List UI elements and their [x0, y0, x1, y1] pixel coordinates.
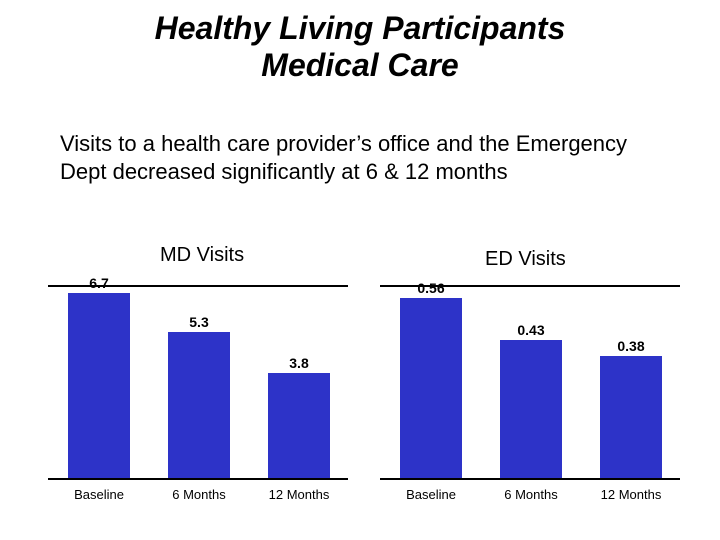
category-label: 12 Months	[254, 487, 344, 502]
chart-title-md: MD Visits	[160, 244, 244, 267]
category-label: 12 Months	[586, 487, 676, 502]
title-line-2: Medical Care	[261, 47, 458, 83]
bar-value-label: 6.7	[68, 275, 130, 291]
bar-value-label: 5.3	[168, 314, 230, 330]
plot-area: 0.56 0.43 0.38	[380, 285, 680, 480]
bar-value-label: 3.8	[268, 355, 330, 371]
md-visits-chart: 6.7 5.3 3.8 Baseline 6 Months 12 Months	[38, 285, 358, 510]
title-line-1: Healthy Living Participants	[155, 10, 566, 46]
slide: Healthy Living Participants Medical Care…	[0, 0, 720, 540]
bar: 0.56	[400, 298, 462, 478]
bar: 5.3	[168, 332, 230, 478]
category-label: 6 Months	[154, 487, 244, 502]
bar: 0.38	[600, 356, 662, 478]
slide-title: Healthy Living Participants Medical Care	[0, 10, 720, 84]
bar-value-label: 0.43	[500, 322, 562, 338]
bar-value-label: 0.56	[400, 280, 462, 296]
chart-title-ed: ED Visits	[485, 248, 566, 271]
ed-visits-chart: 0.56 0.43 0.38 Baseline 6 Months 12 Months	[370, 285, 690, 510]
category-label: 6 Months	[486, 487, 576, 502]
category-label: Baseline	[386, 487, 476, 502]
bar-value-label: 0.38	[600, 338, 662, 354]
description-text: Visits to a health care provider’s offic…	[60, 130, 670, 185]
bar: 0.43	[500, 340, 562, 478]
category-label: Baseline	[54, 487, 144, 502]
bar: 6.7	[68, 293, 130, 478]
plot-area: 6.7 5.3 3.8	[48, 285, 348, 480]
bar: 3.8	[268, 373, 330, 478]
